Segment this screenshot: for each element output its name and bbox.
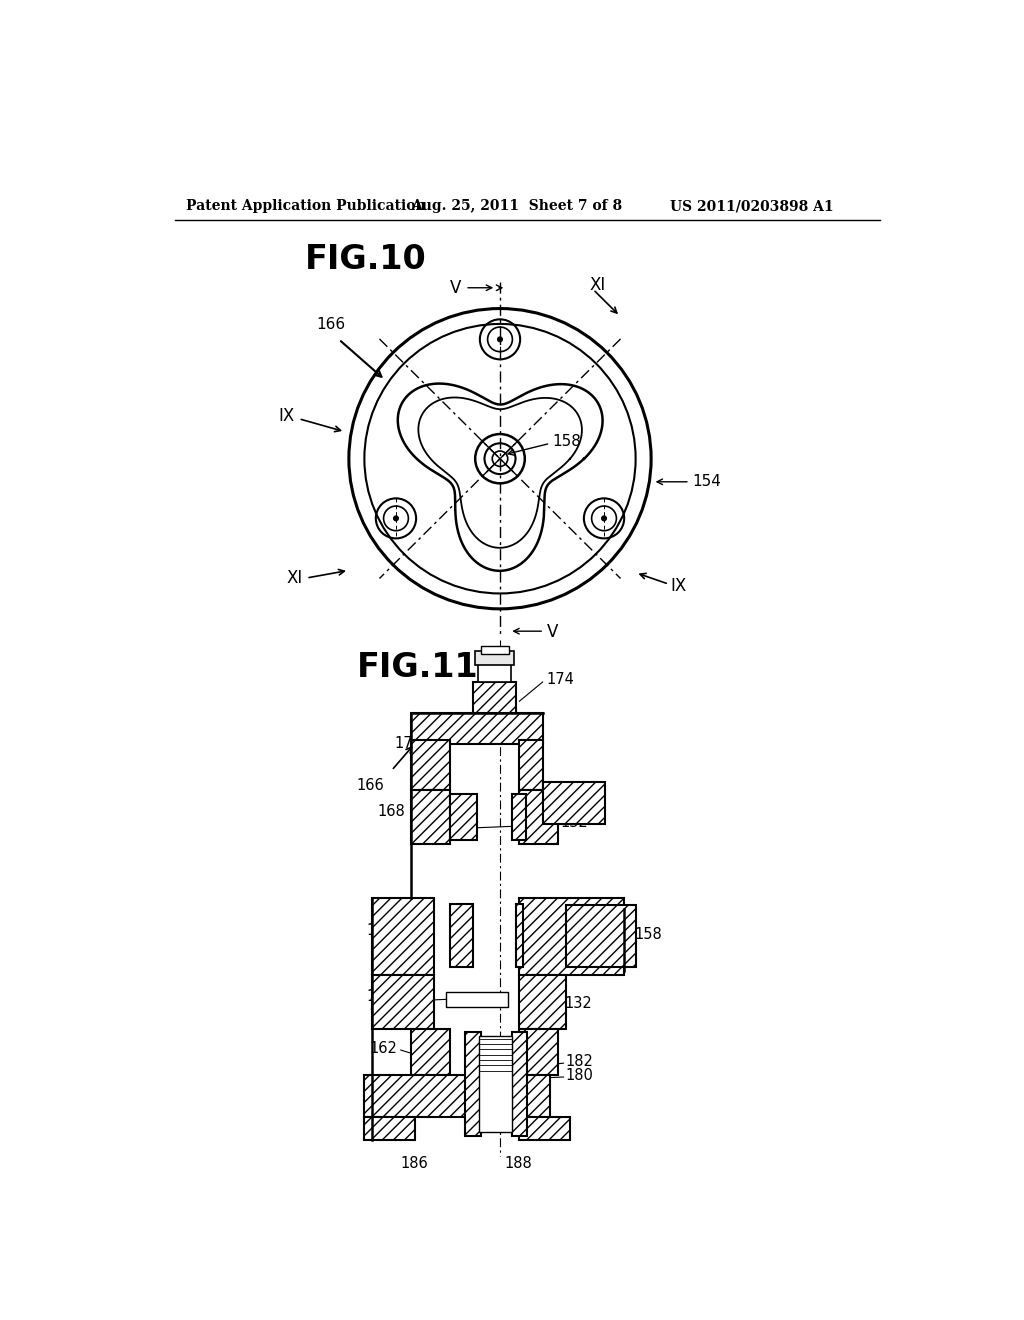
Bar	[450, 904, 473, 966]
Text: 188: 188	[504, 1155, 531, 1171]
Bar	[473, 682, 515, 713]
Bar	[411, 789, 450, 843]
Text: IX: IX	[671, 577, 687, 595]
Text: 166: 166	[316, 317, 346, 331]
Text: 180: 180	[566, 1068, 594, 1082]
Text: 166: 166	[356, 779, 384, 793]
Text: 154: 154	[692, 474, 721, 490]
Bar	[515, 904, 523, 966]
Bar	[372, 974, 434, 1028]
Text: 160: 160	[367, 989, 394, 1003]
Text: 186: 186	[400, 1155, 429, 1171]
Text: Aug. 25, 2011  Sheet 7 of 8: Aug. 25, 2011 Sheet 7 of 8	[411, 199, 622, 213]
Text: 132: 132	[564, 997, 592, 1011]
Text: 158: 158	[634, 927, 662, 942]
Bar	[478, 663, 511, 682]
Text: 182: 182	[566, 1055, 594, 1069]
Text: XI: XI	[589, 276, 605, 294]
Text: 168: 168	[378, 804, 406, 818]
Text: 164: 164	[367, 923, 394, 939]
Text: FIG.11: FIG.11	[356, 651, 478, 684]
Bar	[519, 898, 624, 974]
Bar	[566, 906, 636, 966]
Text: 170: 170	[394, 737, 423, 751]
Bar	[519, 1028, 558, 1074]
Text: FIG.10: FIG.10	[305, 243, 426, 276]
Bar	[621, 909, 634, 964]
Circle shape	[602, 516, 606, 520]
Bar	[519, 739, 543, 789]
Text: IX: IX	[279, 408, 295, 425]
Text: 154: 154	[564, 792, 592, 808]
Text: 162: 162	[370, 1041, 397, 1056]
Bar	[543, 781, 604, 825]
Text: 132: 132	[560, 816, 588, 830]
Circle shape	[393, 516, 398, 520]
Bar	[365, 1074, 550, 1117]
Text: 174: 174	[547, 672, 574, 688]
Text: 158: 158	[553, 434, 582, 449]
Text: 178: 178	[362, 1085, 390, 1100]
Circle shape	[498, 337, 503, 342]
Bar	[475, 651, 514, 665]
Bar	[372, 898, 434, 974]
Bar	[512, 1032, 527, 1137]
Text: Patent Application Publication: Patent Application Publication	[186, 199, 426, 213]
Text: XI: XI	[286, 569, 302, 587]
Bar	[519, 789, 558, 843]
Text: 176: 176	[478, 673, 506, 688]
Bar	[411, 713, 543, 743]
Bar	[519, 1117, 569, 1140]
Bar	[365, 1117, 415, 1140]
Bar	[450, 793, 477, 840]
Bar	[465, 1032, 480, 1137]
Text: V: V	[547, 623, 558, 642]
Bar	[480, 645, 509, 653]
Bar	[411, 739, 450, 789]
Bar	[479, 1036, 512, 1133]
Bar	[512, 793, 525, 840]
Bar	[445, 991, 508, 1007]
Bar	[411, 1028, 450, 1074]
Text: V: V	[450, 279, 461, 297]
Text: 165: 165	[369, 998, 396, 1012]
Bar	[519, 974, 566, 1028]
Text: US 2011/0203898 A1: US 2011/0203898 A1	[671, 199, 835, 213]
